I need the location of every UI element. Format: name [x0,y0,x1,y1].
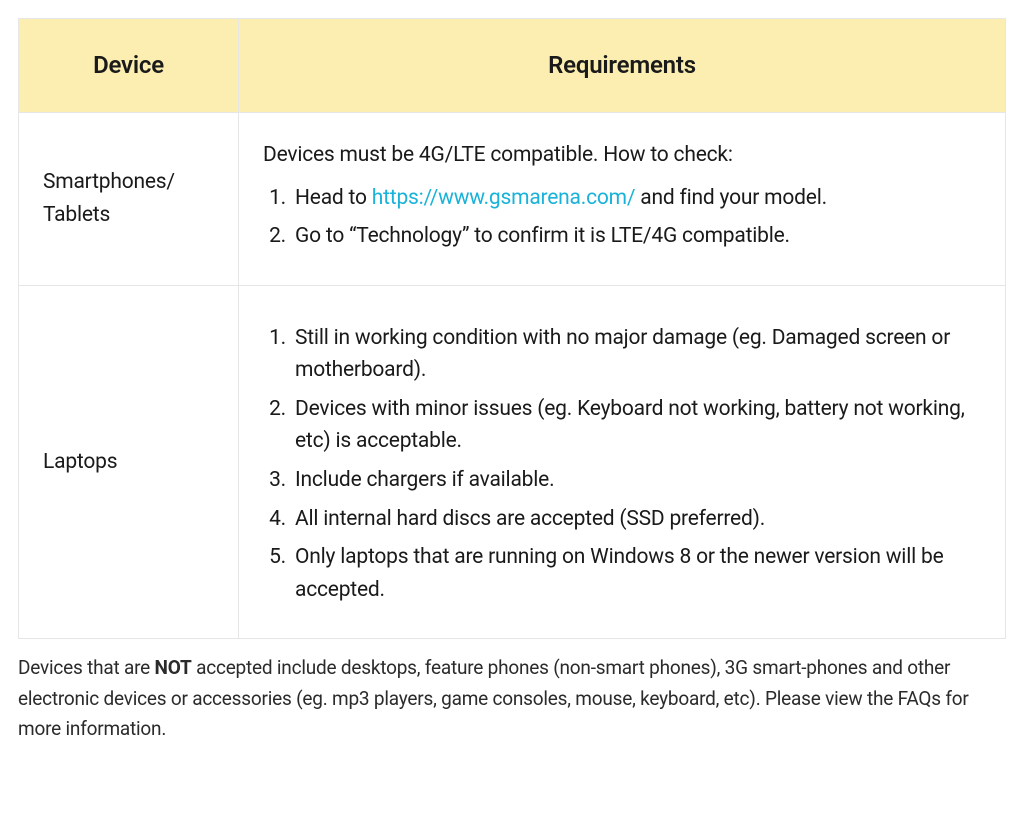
list-item-suffix: and find your model. [635,186,827,210]
requirements-cell: Devices must be 4G/LTE compatible. How t… [239,113,1006,286]
list-item: Go to “Technology” to confirm it is LTE/… [291,220,981,253]
requirements-list: Head to https://www.gsmarena.com/ and fi… [263,182,981,253]
column-header-requirements: Requirements [239,19,1006,113]
requirements-list: Still in working condition with no major… [263,322,981,606]
footnote: Devices that are NOT accepted include de… [18,653,1006,744]
column-header-device: Device [19,19,239,113]
footnote-prefix: Devices that are [18,656,155,679]
list-item: Head to https://www.gsmarena.com/ and fi… [291,182,981,215]
table-row: Laptops Still in working condition with … [19,285,1006,638]
list-item: Include chargers if available. [291,464,981,497]
footnote-emph: NOT [155,656,192,679]
requirements-cell: Still in working condition with no major… [239,285,1006,638]
table-row: Smartphones/ Tablets Devices must be 4G/… [19,113,1006,286]
device-cell: Smartphones/ Tablets [19,113,239,286]
requirements-intro: Devices must be 4G/LTE compatible. How t… [263,139,981,172]
list-item-prefix: Head to [295,186,372,210]
list-item: Only laptops that are running on Windows… [291,541,981,606]
device-cell: Laptops [19,285,239,638]
list-item: Still in working condition with no major… [291,322,981,387]
requirements-table: Device Requirements Smartphones/ Tablets… [18,18,1006,639]
list-item: Devices with minor issues (eg. Keyboard … [291,393,981,458]
list-item: All internal hard discs are accepted (SS… [291,503,981,536]
gsmarena-link[interactable]: https://www.gsmarena.com/ [372,186,636,210]
